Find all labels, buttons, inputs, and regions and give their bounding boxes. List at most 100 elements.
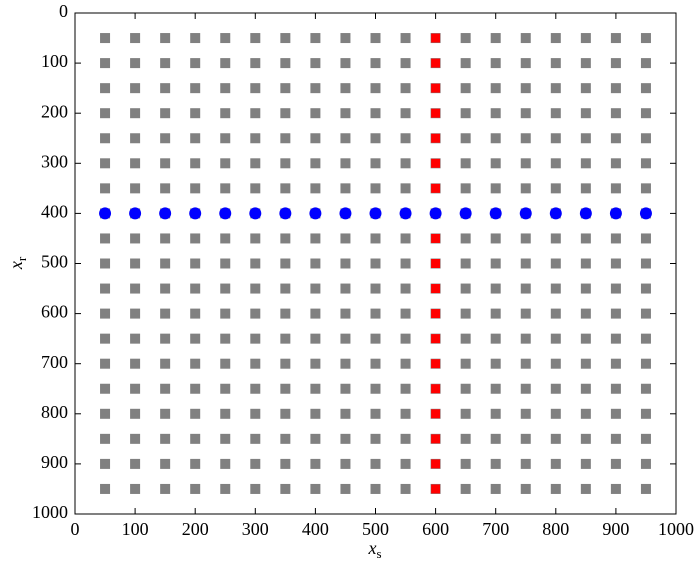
point — [550, 383, 561, 394]
y-tick-label: 400 — [41, 202, 68, 222]
point — [340, 458, 351, 469]
point — [310, 458, 321, 469]
point — [610, 433, 621, 444]
point — [190, 308, 201, 319]
point — [280, 308, 291, 319]
point — [431, 359, 441, 369]
point — [340, 333, 351, 344]
point — [520, 433, 531, 444]
point — [400, 133, 411, 144]
x-tick-label: 100 — [122, 519, 149, 539]
point — [130, 433, 141, 444]
point — [280, 108, 291, 119]
point — [160, 283, 171, 294]
point — [280, 158, 291, 169]
point — [490, 308, 501, 319]
point — [610, 83, 621, 94]
point — [610, 483, 621, 494]
point — [220, 83, 231, 94]
point — [640, 233, 651, 244]
point — [190, 333, 201, 344]
point — [340, 383, 351, 394]
point — [340, 283, 351, 294]
point — [460, 458, 471, 469]
point — [550, 108, 561, 119]
point — [160, 108, 171, 119]
point — [431, 309, 441, 319]
point — [400, 433, 411, 444]
point — [550, 58, 561, 69]
point — [190, 483, 201, 494]
point — [610, 283, 621, 294]
point — [490, 158, 501, 169]
point — [460, 133, 471, 144]
point — [249, 207, 262, 220]
point — [400, 158, 411, 169]
point — [460, 183, 471, 194]
point — [550, 158, 561, 169]
point — [580, 58, 591, 69]
point — [519, 207, 532, 220]
point — [370, 408, 381, 419]
point — [100, 58, 111, 69]
point — [640, 383, 651, 394]
point — [520, 383, 531, 394]
point — [310, 358, 321, 369]
point — [640, 283, 651, 294]
y-tick-label: 0 — [59, 1, 68, 21]
point — [130, 308, 141, 319]
point — [400, 33, 411, 44]
point — [400, 458, 411, 469]
point — [431, 83, 441, 93]
point — [310, 308, 321, 319]
point — [100, 333, 111, 344]
point — [580, 408, 591, 419]
point — [610, 233, 621, 244]
point — [490, 183, 501, 194]
point — [190, 283, 201, 294]
point — [280, 58, 291, 69]
point — [250, 408, 261, 419]
point — [370, 483, 381, 494]
point — [550, 33, 561, 44]
point — [130, 258, 141, 269]
point — [431, 233, 441, 243]
point — [520, 58, 531, 69]
point — [310, 258, 321, 269]
point — [400, 258, 411, 269]
point — [610, 183, 621, 194]
point — [340, 158, 351, 169]
point — [190, 158, 201, 169]
point — [340, 58, 351, 69]
point — [520, 158, 531, 169]
point — [400, 233, 411, 244]
point — [460, 408, 471, 419]
point — [220, 283, 231, 294]
point — [130, 83, 141, 94]
point — [220, 383, 231, 394]
point — [160, 458, 171, 469]
point — [640, 108, 651, 119]
point — [640, 158, 651, 169]
point — [100, 283, 111, 294]
y-tick-label: 300 — [41, 151, 68, 171]
point — [190, 408, 201, 419]
point — [550, 458, 561, 469]
point — [280, 133, 291, 144]
point — [130, 458, 141, 469]
point — [310, 58, 321, 69]
point — [130, 233, 141, 244]
point — [610, 58, 621, 69]
point — [460, 108, 471, 119]
point — [431, 384, 441, 394]
point — [460, 483, 471, 494]
point — [190, 183, 201, 194]
point — [580, 258, 591, 269]
point — [99, 207, 112, 220]
point — [310, 108, 321, 119]
point — [429, 207, 442, 220]
point — [400, 483, 411, 494]
point — [220, 133, 231, 144]
point — [400, 283, 411, 294]
point — [220, 483, 231, 494]
